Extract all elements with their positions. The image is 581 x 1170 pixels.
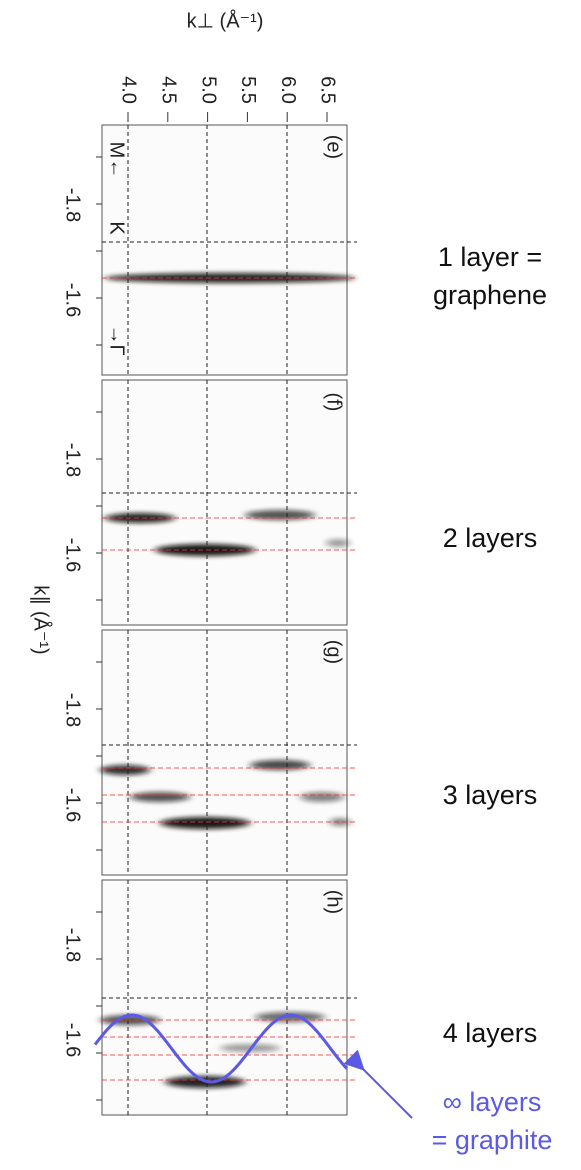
- left-axis-label: k∥ (Å⁻¹): [30, 585, 53, 654]
- panel-label: (e): [323, 135, 345, 159]
- spectral-band: [326, 539, 350, 547]
- direction-label: M←: [106, 142, 128, 179]
- panel-frame: [101, 629, 348, 876]
- top-tick-label: 4.5: [158, 76, 180, 104]
- graphite-curve: [93, 1013, 349, 1084]
- top-tick-label: 5.0: [197, 76, 219, 104]
- top-tick-label: 4.0: [118, 76, 140, 104]
- layer-caption: 3 layers: [443, 780, 538, 810]
- layer-caption: 1 layer =: [438, 242, 542, 272]
- top-tick-label: 6.0: [277, 76, 299, 104]
- y-tick-label: -1.6: [62, 788, 84, 822]
- y-tick-label: -1.8: [62, 693, 84, 727]
- y-tick-label: -1.8: [62, 443, 84, 477]
- spectral-band: [160, 817, 250, 829]
- graphite-caption: ∞ layers: [443, 1087, 542, 1117]
- layer-caption: graphene: [433, 280, 547, 310]
- top-tick-label: 5.5: [237, 76, 259, 104]
- spectral-band: [105, 513, 175, 523]
- pointer-arrow: [343, 1049, 413, 1119]
- spectral-band: [330, 818, 350, 826]
- layer-caption: 2 layers: [443, 523, 538, 553]
- y-tick-label: -1.6: [62, 1023, 84, 1057]
- top-tick-label: 6.5: [317, 76, 339, 104]
- layer-caption: 4 layers: [443, 1018, 538, 1048]
- spectral-band: [130, 792, 190, 802]
- spectral-band: [155, 544, 255, 556]
- direction-label: K: [106, 221, 128, 235]
- direction-label: →Γ: [106, 324, 128, 355]
- y-tick-label: -1.8: [62, 188, 84, 222]
- y-tick-label: -1.6: [62, 283, 84, 317]
- y-tick-label: -1.8: [62, 928, 84, 962]
- panel-frame: [101, 379, 348, 626]
- top-axis-label: k⊥ (Å⁻¹): [187, 9, 264, 32]
- panel-label: (f): [323, 393, 345, 412]
- y-tick-label: -1.6: [62, 538, 84, 572]
- spectral-band: [100, 765, 150, 775]
- panel-label: (g): [323, 640, 345, 664]
- graphite-caption: = graphite: [432, 1125, 553, 1155]
- panel-frame: [101, 124, 348, 376]
- spectral-band: [300, 792, 344, 802]
- panel-label: (h): [323, 890, 345, 914]
